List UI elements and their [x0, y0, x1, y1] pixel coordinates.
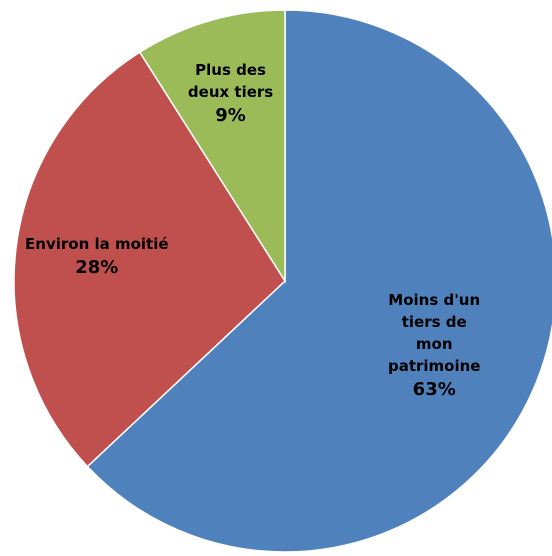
category-label: Plus des deux tiers	[187, 60, 274, 101]
value-label: 63%	[412, 378, 456, 400]
value-label: 28%	[75, 257, 119, 279]
pie-slice	[13, 51, 286, 468]
slice-label: Environ la moitié 28%	[25, 233, 169, 281]
category-label: Moins d'un tiers de mon patrimoine	[387, 290, 481, 375]
category-label: Environ la moitié	[25, 235, 169, 254]
slice-label: Plus des deux tiers 9%	[188, 59, 273, 129]
slice-label: Moins d'un tiers de mon patrimoine 63%	[375, 289, 493, 403]
pie-slice	[86, 9, 552, 553]
pie-slice	[138, 9, 286, 284]
value-label: 9%	[215, 104, 246, 126]
